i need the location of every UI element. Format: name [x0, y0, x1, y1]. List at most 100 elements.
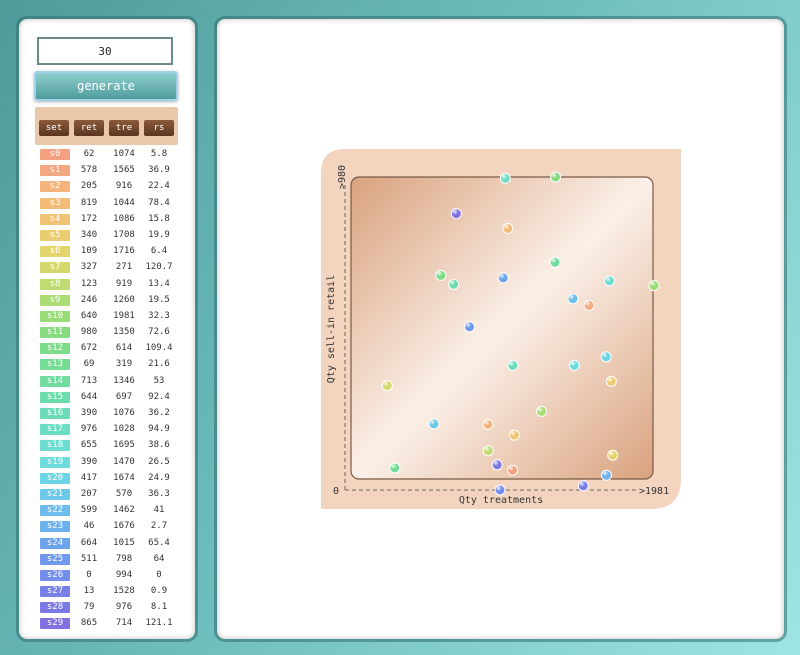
set-badge: s20 [40, 472, 70, 484]
cell-rs: 22.4 [148, 181, 170, 192]
point-s1[interactable] [583, 299, 595, 311]
cell-rs: 24.9 [148, 472, 170, 483]
point-s20[interactable] [600, 351, 612, 363]
point-s12[interactable] [435, 269, 447, 281]
scatter-plot: 0 >1981 Qty treatments >980 Qty sell-in … [321, 149, 681, 509]
cell-rs: 38.6 [148, 440, 170, 451]
cell-tre: 1346 [113, 375, 135, 386]
point-s28[interactable] [491, 459, 503, 471]
table-row: s25 511 798 64 [35, 552, 185, 568]
header-ret: ret [74, 120, 104, 136]
set-badge: s7 [40, 262, 70, 274]
point-s8[interactable] [482, 445, 494, 457]
point-s24[interactable] [497, 272, 509, 284]
cell-rs: 53 [153, 375, 165, 386]
cell-tre: 1981 [113, 310, 135, 321]
cell-ret: 599 [80, 505, 98, 516]
point-s25[interactable] [464, 321, 475, 333]
set-badge: s11 [40, 327, 70, 339]
point-s13[interactable] [389, 462, 401, 474]
cell-ret: 109 [80, 246, 98, 257]
point-s7[interactable] [381, 380, 393, 392]
cell-ret: 246 [80, 294, 98, 305]
set-badge: s9 [40, 294, 70, 306]
cell-ret: 578 [80, 165, 98, 176]
point-s16[interactable] [507, 359, 519, 371]
point-s15[interactable] [448, 278, 460, 290]
set-badge: s6 [40, 246, 70, 258]
point-s26[interactable] [494, 484, 506, 496]
point-s29[interactable] [450, 208, 462, 220]
point-s3[interactable] [502, 222, 514, 234]
cell-tre: 1350 [113, 327, 135, 338]
set-badge: s12 [40, 343, 70, 355]
set-badge: s23 [40, 521, 70, 533]
cell-ret: 664 [80, 537, 98, 548]
point-s10[interactable] [648, 280, 660, 292]
point-s9[interactable] [536, 405, 547, 417]
cell-rs: 0 [156, 569, 162, 580]
table-row: s1 578 1565 36.9 [35, 163, 185, 179]
data-table-body: s0 62 1074 5.8 s1 578 1565 36.9 s2 205 916 22.4 s3 81… [35, 147, 185, 633]
cell-tre: 271 [115, 262, 133, 273]
cell-tre: 1695 [113, 440, 135, 451]
set-badge: s3 [40, 197, 70, 209]
cell-tre: 1015 [113, 537, 135, 548]
cell-rs: 15.8 [148, 213, 170, 224]
point-s17[interactable] [499, 172, 511, 184]
cell-rs: 5.8 [150, 149, 168, 159]
point-s4[interactable] [508, 429, 520, 441]
x-axis-title: Qty treatments [459, 495, 543, 506]
cell-ret: 69 [83, 359, 95, 370]
cell-rs: 72.6 [148, 327, 170, 338]
chart-panel: 0 >1981 Qty treatments >980 Qty sell-in … [217, 19, 784, 639]
point-s23[interactable] [600, 469, 612, 481]
point-s2[interactable] [482, 419, 494, 430]
table-row: s0 62 1074 5.8 [35, 147, 185, 163]
table-row: s7 327 271 120.7 [35, 260, 185, 276]
cell-ret: 976 [80, 424, 98, 435]
cell-ret: 644 [80, 391, 98, 402]
point-s18[interactable] [603, 275, 615, 287]
point-s22[interactable] [567, 293, 579, 305]
table-row: s18 655 1695 38.6 [35, 438, 185, 454]
cell-rs: 65.4 [148, 537, 170, 548]
set-badge: s2 [40, 181, 70, 193]
cell-ret: 713 [80, 375, 98, 386]
cell-ret: 0 [86, 569, 92, 580]
cell-ret: 340 [80, 229, 98, 240]
cell-rs: 94.9 [148, 424, 170, 435]
count-input[interactable] [37, 37, 173, 65]
point-s5[interactable] [605, 375, 617, 387]
set-badge: s4 [40, 213, 70, 225]
point-s6[interactable] [607, 449, 619, 461]
point-s27[interactable] [577, 480, 589, 492]
point-s0[interactable] [507, 464, 518, 476]
cell-tre: 1044 [113, 197, 135, 208]
cell-ret: 207 [80, 488, 98, 499]
point-s11[interactable] [550, 171, 562, 183]
point-s19[interactable] [568, 359, 580, 371]
cell-rs: 92.4 [148, 391, 170, 402]
point-s21[interactable] [428, 418, 440, 430]
generate-button[interactable]: generate [34, 71, 178, 101]
set-badge: s26 [40, 569, 70, 581]
cell-ret: 62 [83, 149, 95, 159]
cell-rs: 78.4 [148, 197, 170, 208]
cell-tre: 1028 [113, 424, 135, 435]
set-badge: s1 [40, 165, 70, 177]
table-row: s6 109 1716 6.4 [35, 244, 185, 260]
cell-ret: 417 [80, 472, 98, 483]
table-row: s16 390 1076 36.2 [35, 406, 185, 422]
set-badge: s14 [40, 375, 70, 387]
cell-tre: 1076 [113, 408, 135, 418]
point-s14[interactable] [549, 256, 561, 268]
cell-rs: 36.2 [148, 408, 170, 418]
cell-rs: 2.7 [150, 521, 168, 532]
table-row: s10 640 1981 32.3 [35, 309, 185, 325]
table-row: s4 172 1086 15.8 [35, 212, 185, 228]
cell-ret: 980 [80, 327, 98, 338]
table-header: set ret tre rs [35, 107, 178, 145]
cell-tre: 916 [115, 181, 133, 192]
set-badge: s17 [40, 424, 70, 436]
